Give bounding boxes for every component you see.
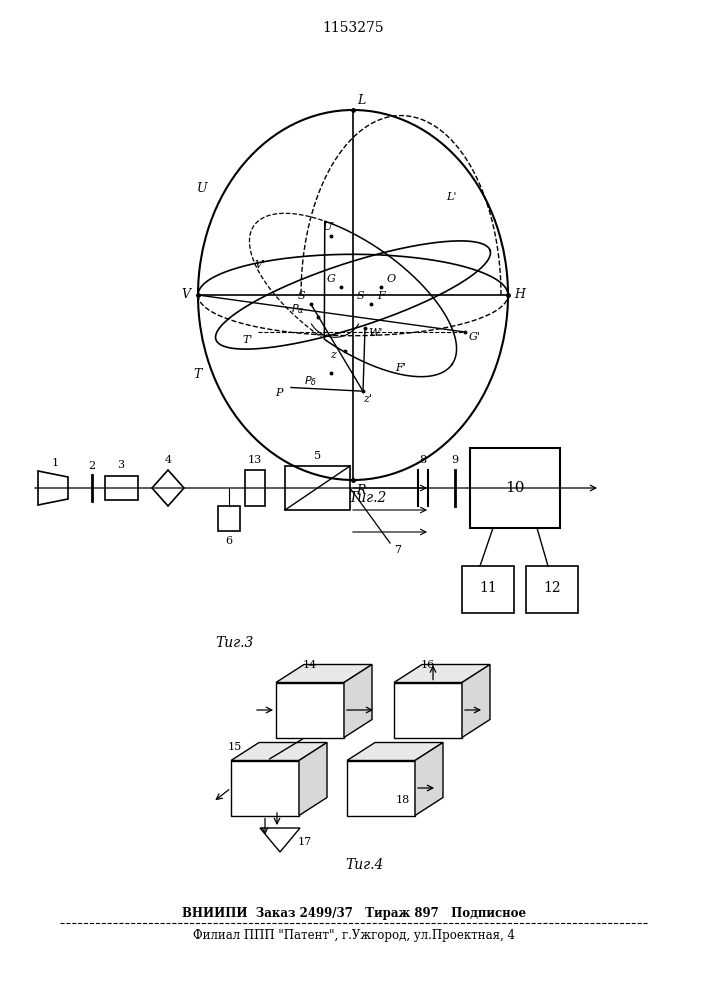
Text: U: U (197, 182, 207, 195)
Text: S: S (297, 291, 305, 301)
Text: G: G (327, 274, 335, 284)
Text: $P_\delta$: $P_\delta$ (305, 374, 317, 388)
Text: $P_\alpha$: $P_\alpha$ (291, 302, 305, 316)
Text: T': T' (243, 335, 253, 345)
Polygon shape (344, 664, 372, 738)
Text: U': U' (323, 222, 335, 232)
Text: V: V (182, 288, 190, 302)
Text: 18: 18 (396, 795, 410, 805)
Text: 12: 12 (543, 581, 561, 595)
Text: 10: 10 (506, 481, 525, 495)
Text: 7: 7 (395, 545, 402, 555)
Polygon shape (394, 682, 462, 738)
Text: S: S (356, 291, 364, 301)
Polygon shape (231, 742, 327, 760)
Text: 1153275: 1153275 (322, 21, 384, 35)
Polygon shape (394, 664, 490, 682)
Text: G': G' (469, 332, 481, 342)
Text: W': W' (368, 328, 382, 338)
Polygon shape (299, 742, 327, 816)
Text: ВНИИПИ  Заказ 2499/37   Тираж 897   Подписное: ВНИИПИ Заказ 2499/37 Тираж 897 Подписное (182, 906, 526, 920)
Text: H: H (515, 288, 525, 302)
Text: 14: 14 (303, 660, 317, 670)
Polygon shape (276, 682, 344, 738)
Text: V': V' (255, 260, 266, 270)
Polygon shape (231, 760, 299, 816)
Polygon shape (347, 760, 415, 816)
Text: L: L (357, 94, 365, 106)
Text: 9: 9 (452, 455, 459, 465)
Text: O: O (387, 274, 395, 284)
Text: P: P (275, 387, 283, 397)
Text: L': L' (446, 192, 456, 202)
Text: R: R (356, 484, 366, 496)
Text: 6: 6 (226, 536, 233, 546)
Text: 17: 17 (298, 837, 312, 847)
Text: F': F' (396, 363, 407, 373)
Text: 11: 11 (479, 581, 497, 595)
Text: Τиг.2: Τиг.2 (349, 491, 387, 505)
Polygon shape (347, 742, 443, 760)
Text: 1: 1 (52, 458, 59, 468)
Text: 5: 5 (315, 451, 322, 461)
Text: 8: 8 (419, 455, 426, 465)
Text: Τиг.4: Τиг.4 (346, 858, 384, 872)
Text: 16: 16 (421, 660, 435, 670)
Text: Τиг.3: Τиг.3 (216, 636, 255, 650)
Text: 15: 15 (228, 742, 242, 752)
Polygon shape (462, 664, 490, 738)
Polygon shape (276, 664, 372, 682)
Text: 3: 3 (117, 460, 124, 470)
Text: F: F (377, 291, 385, 301)
Polygon shape (415, 742, 443, 816)
Text: T: T (194, 367, 202, 380)
Text: 13: 13 (248, 455, 262, 465)
Text: 2: 2 (88, 461, 95, 471)
Text: z: z (330, 351, 336, 360)
Text: 4: 4 (165, 455, 172, 465)
Text: Филиал ППП "Патент", г.Ужгород, ул.Проектная, 4: Филиал ППП "Патент", г.Ужгород, ул.Проек… (193, 928, 515, 942)
Text: z': z' (363, 394, 373, 404)
